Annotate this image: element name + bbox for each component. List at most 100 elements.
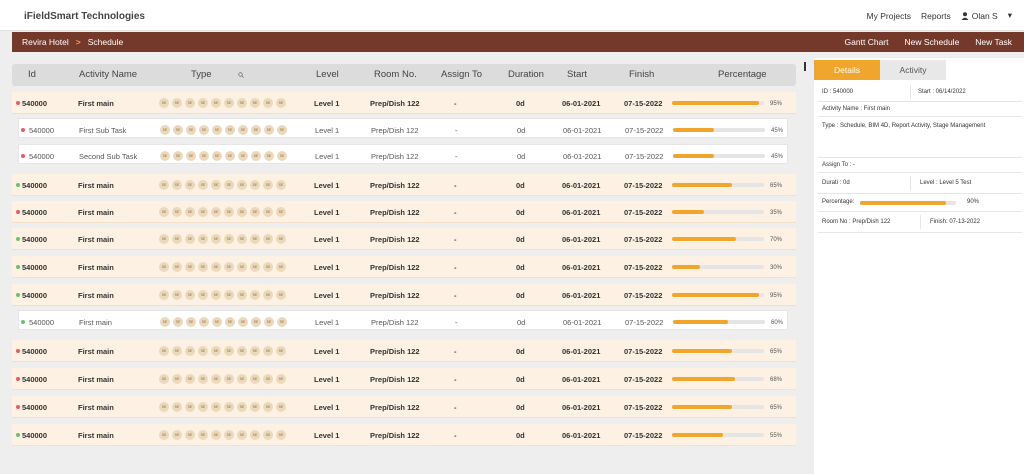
type-chip[interactable]: SE xyxy=(263,234,273,244)
type-chip[interactable]: SE xyxy=(211,98,221,108)
type-chip[interactable]: SE xyxy=(211,430,221,440)
type-chip[interactable]: SE xyxy=(172,180,182,190)
type-chip[interactable]: SE xyxy=(211,234,221,244)
type-chip[interactable]: SE xyxy=(224,180,234,190)
type-chip[interactable]: SE xyxy=(198,207,208,217)
type-chip[interactable]: SE xyxy=(250,207,260,217)
type-chip[interactable]: SE xyxy=(263,346,273,356)
type-chip[interactable]: SE xyxy=(185,430,195,440)
type-chip[interactable]: SE xyxy=(224,262,234,272)
type-chip[interactable]: SE xyxy=(276,207,286,217)
col-id[interactable]: Id xyxy=(28,69,36,80)
type-chip[interactable]: SE xyxy=(237,180,247,190)
type-chip[interactable]: SE xyxy=(250,262,260,272)
type-chip[interactable]: SE xyxy=(264,317,274,327)
type-chip[interactable]: SE xyxy=(225,151,235,161)
type-chip[interactable]: SE xyxy=(186,125,196,135)
col-assign-to[interactable]: Assign To xyxy=(441,69,483,80)
type-chip[interactable]: SE xyxy=(211,290,221,300)
type-chip[interactable]: SE xyxy=(185,262,195,272)
table-row[interactable]: 540000 First main SE SE SE SE SE SE SE SE SE SE Leve… xyxy=(12,256,796,278)
type-chip[interactable]: SE xyxy=(237,374,247,384)
new-task-button[interactable]: New Task xyxy=(975,37,1012,47)
type-chip[interactable]: SE xyxy=(263,262,273,272)
type-chip[interactable]: SE xyxy=(250,346,260,356)
type-chip[interactable]: SE xyxy=(185,374,195,384)
type-chip[interactable]: SE xyxy=(237,430,247,440)
type-chip[interactable]: SE xyxy=(186,317,196,327)
type-chip[interactable]: SE xyxy=(198,402,208,412)
type-chip[interactable]: SE xyxy=(250,430,260,440)
new-schedule-button[interactable]: New Schedule xyxy=(904,37,960,47)
type-chip[interactable]: SE xyxy=(250,98,260,108)
type-chip[interactable]: SE xyxy=(160,317,170,327)
type-chip[interactable]: SE xyxy=(276,180,286,190)
type-chip[interactable]: SE xyxy=(159,207,169,217)
table-row[interactable]: 540000 First Sub Task SE SE SE SE SE SE SE SE SE SE… xyxy=(18,118,788,138)
type-chip[interactable]: SE xyxy=(237,346,247,356)
type-chip[interactable]: SE xyxy=(250,374,260,384)
table-row[interactable]: 540000 First main SE SE SE SE SE SE SE SE SE SE Leve… xyxy=(12,284,796,306)
type-chip[interactable]: SE xyxy=(185,290,195,300)
type-chip[interactable]: SE xyxy=(211,180,221,190)
type-chip[interactable]: SE xyxy=(211,402,221,412)
type-chip[interactable]: SE xyxy=(250,290,260,300)
type-chip[interactable]: SE xyxy=(198,430,208,440)
type-chip[interactable]: SE xyxy=(238,125,248,135)
type-chip[interactable]: SE xyxy=(263,402,273,412)
type-chip[interactable]: SE xyxy=(160,125,170,135)
table-row[interactable]: 540000 First main SE SE SE SE SE SE SE SE SE SE Leve… xyxy=(12,174,796,196)
type-chip[interactable]: SE xyxy=(237,402,247,412)
type-chip[interactable]: SE xyxy=(159,374,169,384)
table-row[interactable]: 540000 First main SE SE SE SE SE SE SE SE SE SE Leve… xyxy=(12,201,796,223)
type-chip[interactable]: SE xyxy=(198,374,208,384)
type-chip[interactable]: SE xyxy=(211,374,221,384)
type-chip[interactable]: SE xyxy=(212,151,222,161)
type-chip[interactable]: SE xyxy=(159,430,169,440)
type-chip[interactable]: SE xyxy=(276,290,286,300)
type-chip[interactable]: SE xyxy=(198,290,208,300)
type-chip[interactable]: SE xyxy=(172,430,182,440)
type-chip[interactable]: SE xyxy=(250,180,260,190)
type-chip[interactable]: SE xyxy=(172,290,182,300)
type-chip[interactable]: SE xyxy=(276,346,286,356)
col-start[interactable]: Start xyxy=(567,69,588,80)
user-menu[interactable]: Olan S xyxy=(961,11,998,21)
type-chip[interactable]: SE xyxy=(172,234,182,244)
type-chip[interactable]: SE xyxy=(159,402,169,412)
tab-details[interactable]: Details xyxy=(814,60,880,80)
tab-activity[interactable]: Activity xyxy=(880,60,946,80)
type-chip[interactable]: SE xyxy=(263,207,273,217)
type-chip[interactable]: SE xyxy=(173,317,183,327)
type-chip[interactable]: SE xyxy=(185,234,195,244)
type-chip[interactable]: SE xyxy=(264,125,274,135)
type-chip[interactable]: SE xyxy=(199,317,209,327)
type-chip[interactable]: SE xyxy=(185,402,195,412)
type-chip[interactable]: SE xyxy=(276,234,286,244)
type-chip[interactable]: SE xyxy=(276,262,286,272)
type-chip[interactable]: SE xyxy=(237,262,247,272)
type-chip[interactable]: SE xyxy=(198,262,208,272)
col-duration[interactable]: Duration xyxy=(508,69,544,80)
type-chip[interactable]: SE xyxy=(263,290,273,300)
type-chip[interactable]: SE xyxy=(263,180,273,190)
type-chip[interactable]: SE xyxy=(224,346,234,356)
type-chip[interactable]: SE xyxy=(251,317,261,327)
type-chip[interactable]: SE xyxy=(211,346,221,356)
type-chip[interactable]: SE xyxy=(224,374,234,384)
type-chip[interactable]: SE xyxy=(263,430,273,440)
type-chip[interactable]: SE xyxy=(159,180,169,190)
type-chip[interactable]: SE xyxy=(198,346,208,356)
type-chip[interactable]: SE xyxy=(173,151,183,161)
type-chip[interactable]: SE xyxy=(225,125,235,135)
type-chip[interactable]: SE xyxy=(211,262,221,272)
col-level[interactable]: Level xyxy=(316,69,339,80)
chevron-down-icon[interactable]: ▾ xyxy=(1007,10,1012,20)
type-chip[interactable]: SE xyxy=(198,234,208,244)
type-chip[interactable]: SE xyxy=(276,98,286,108)
type-chip[interactable]: SE xyxy=(172,346,182,356)
reports-link[interactable]: Reports xyxy=(920,10,951,21)
type-chip[interactable]: SE xyxy=(251,151,261,161)
type-chip[interactable]: SE xyxy=(250,234,260,244)
type-chip[interactable]: SE xyxy=(277,317,287,327)
